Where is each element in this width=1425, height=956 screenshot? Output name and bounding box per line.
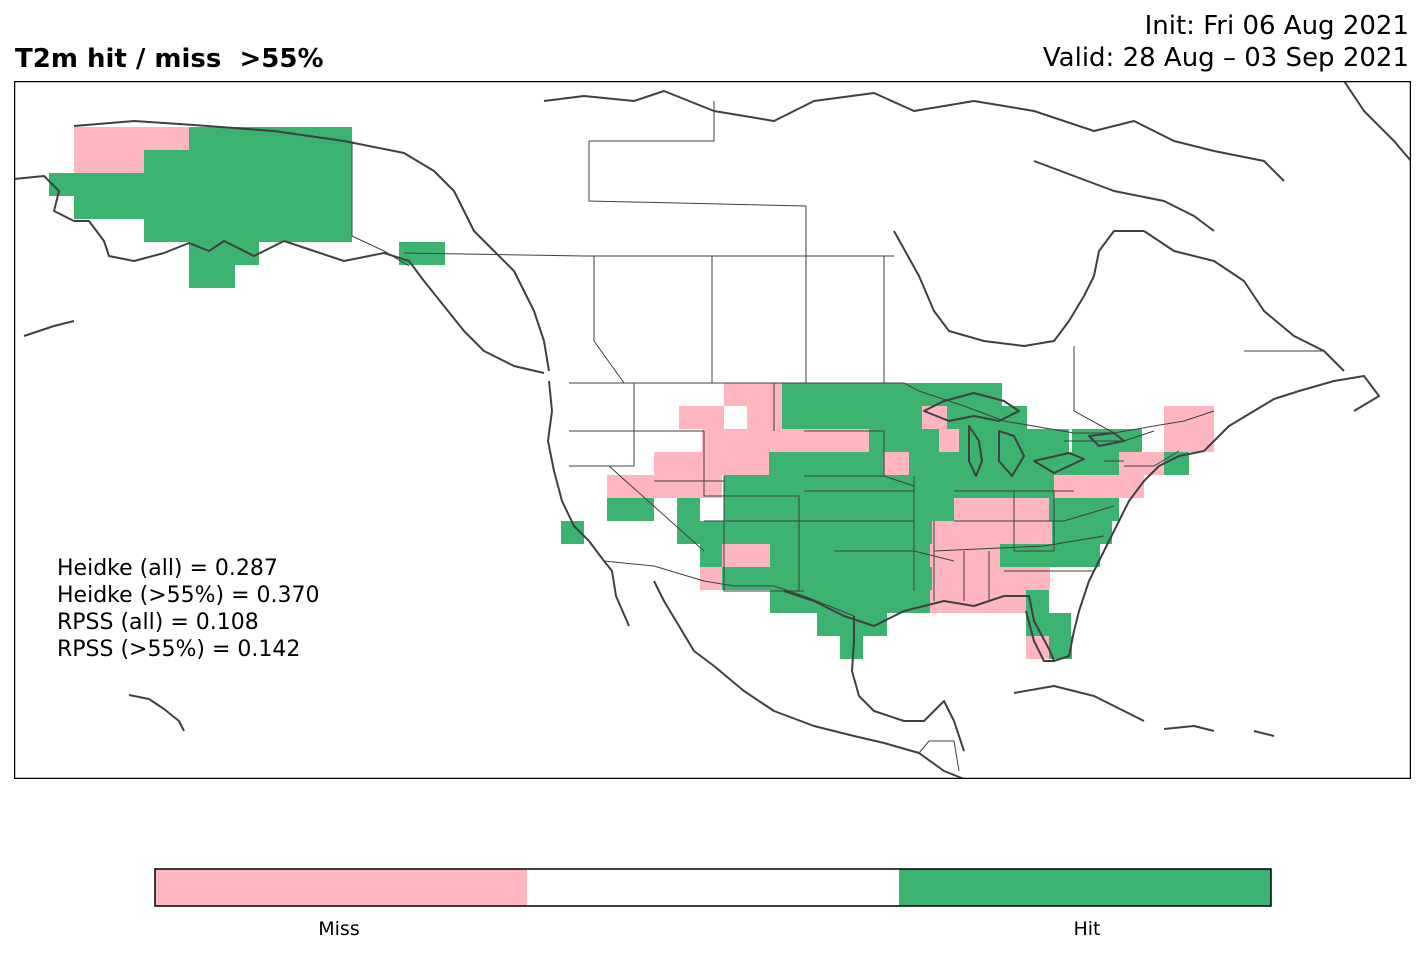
- hit-cell: [1049, 636, 1072, 659]
- hit-cell: [607, 498, 654, 521]
- hit-cell: [770, 544, 930, 567]
- colorbar-hit: [899, 869, 1271, 906]
- map-title: T2m hit / miss >55%: [15, 44, 324, 74]
- colorbar-label-hit: Hit: [1073, 918, 1101, 940]
- miss-cell: [1164, 406, 1214, 452]
- miss-cell: [1119, 452, 1164, 475]
- coastlines: [14, 81, 1411, 779]
- hit-cell: [144, 150, 352, 173]
- hit-cell: [677, 521, 722, 544]
- miss-cell: [954, 498, 1049, 521]
- hit-cell: [770, 590, 930, 613]
- hit-cell: [817, 613, 887, 636]
- miss-cell: [679, 406, 724, 429]
- miss-cell: [939, 429, 959, 452]
- hit-cell: [724, 498, 954, 521]
- hit-cell: [189, 127, 352, 150]
- political-borders: [351, 101, 1324, 772]
- miss-cell: [607, 475, 722, 498]
- hit-cell: [869, 429, 939, 452]
- hit-cell: [769, 452, 884, 475]
- hit-cell: [722, 521, 932, 544]
- hit-cell: [840, 636, 863, 659]
- hit-cell: [947, 406, 1027, 429]
- init-date: Init: Fri 06 Aug 2021: [1144, 11, 1409, 41]
- miss-cell: [74, 150, 144, 173]
- hit-cell: [722, 567, 932, 590]
- miss-cell: [782, 429, 869, 452]
- rpss-55: RPSS (>55%) = 0.142: [57, 637, 301, 662]
- miss-cell: [654, 452, 769, 475]
- miss-cell: [722, 544, 770, 567]
- skill-scores: Heidke (all) = 0.287 Heidke (>55%) = 0.3…: [57, 555, 320, 663]
- hit-cell: [561, 521, 584, 544]
- miss-cell: [932, 567, 1002, 590]
- hit-cell: [1050, 544, 1100, 567]
- colorbar: [154, 868, 1272, 907]
- miss-cell: [702, 429, 782, 452]
- miss-cell: [74, 127, 189, 150]
- rpss-all: RPSS (all) = 0.108: [57, 610, 259, 635]
- hit-cell: [1026, 613, 1071, 636]
- forecast-dates: Init: Fri 06 Aug 2021 Valid: 28 Aug – 03…: [1043, 10, 1409, 74]
- hit-cell: [1049, 498, 1119, 521]
- hit-cell: [1052, 521, 1112, 544]
- hit-cell: [1084, 452, 1119, 475]
- miss-cell: [747, 406, 782, 429]
- valid-dates: Valid: 28 Aug – 03 Sep 2021: [1042, 43, 1409, 73]
- hit-cell: [724, 475, 1054, 498]
- hit-cell: [782, 406, 922, 429]
- hit-cell: [1164, 452, 1189, 475]
- miss-cell: [1054, 475, 1114, 498]
- heidke-all: Heidke (all) = 0.287: [57, 556, 278, 581]
- colorbar-miss: [155, 869, 527, 906]
- miss-cell: [930, 544, 1000, 567]
- hit-cell: [189, 242, 259, 265]
- hit-cell: [959, 429, 1069, 452]
- hit-cell: [700, 544, 722, 567]
- north-america-map: [14, 81, 1411, 779]
- hit-cell: [49, 173, 352, 196]
- miss-cell: [700, 567, 722, 590]
- miss-cell: [884, 452, 909, 475]
- miss-cell: [1002, 567, 1050, 590]
- hit-cell: [1000, 544, 1050, 567]
- hit-cell: [144, 219, 352, 242]
- heidke-55: Heidke (>55%) = 0.370: [57, 583, 320, 608]
- colorbar-label-miss: Miss: [318, 918, 360, 940]
- colorbar-neutral: [527, 869, 899, 906]
- hit-cell: [909, 452, 1084, 475]
- hit-cell: [74, 196, 352, 219]
- miss-cell: [932, 521, 1052, 544]
- miss-cell: [724, 383, 782, 406]
- hit-cell: [677, 498, 700, 521]
- hit-cell: [189, 265, 235, 288]
